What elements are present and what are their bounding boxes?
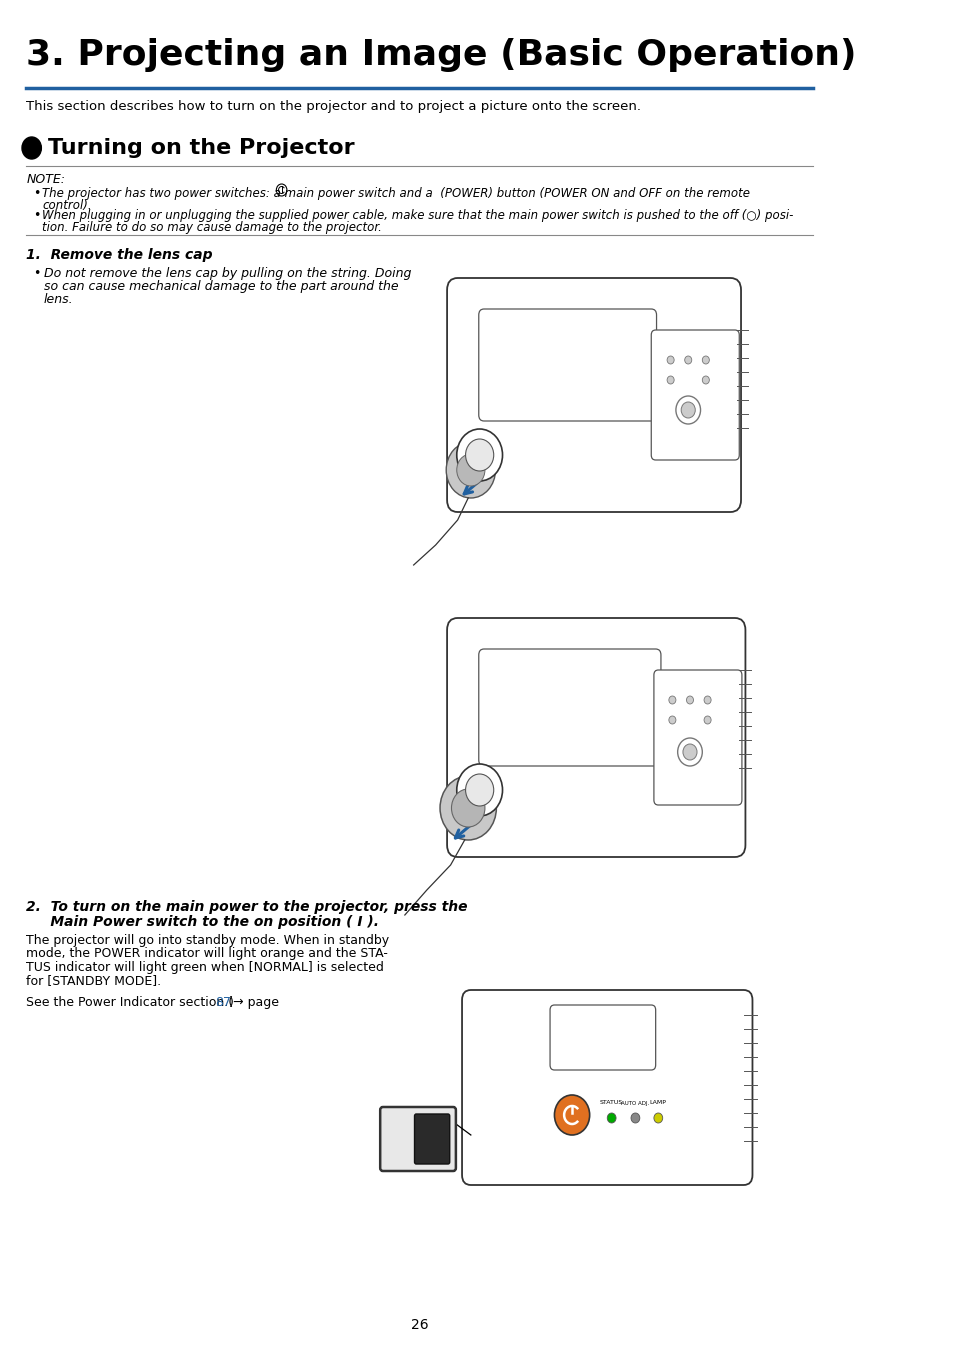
FancyBboxPatch shape	[447, 278, 740, 512]
Text: NOTE:: NOTE:	[27, 173, 66, 186]
Text: Main Power switch to the on position ( I ).: Main Power switch to the on position ( I…	[27, 915, 379, 929]
Text: 1: 1	[28, 142, 36, 155]
Circle shape	[653, 1113, 662, 1123]
Text: The projector will go into standby mode. When in standby: The projector will go into standby mode.…	[27, 934, 389, 948]
FancyBboxPatch shape	[380, 1107, 456, 1171]
Circle shape	[465, 774, 494, 806]
FancyBboxPatch shape	[461, 989, 752, 1185]
Circle shape	[675, 396, 700, 425]
Text: 2.  To turn on the main power to the projector, press the: 2. To turn on the main power to the proj…	[27, 900, 467, 914]
FancyBboxPatch shape	[447, 617, 744, 857]
Text: lens.: lens.	[44, 293, 73, 306]
Circle shape	[456, 454, 484, 487]
Circle shape	[456, 764, 502, 816]
Text: for [STANDBY MODE].: for [STANDBY MODE].	[27, 975, 161, 988]
Text: tion. Failure to do so may cause damage to the projector.: tion. Failure to do so may cause damage …	[42, 221, 382, 235]
FancyBboxPatch shape	[651, 330, 739, 460]
Circle shape	[456, 429, 502, 481]
FancyBboxPatch shape	[653, 670, 741, 805]
Text: AUTO ADJ.: AUTO ADJ.	[620, 1100, 649, 1105]
Text: Turning on the Projector: Turning on the Projector	[48, 137, 354, 158]
FancyBboxPatch shape	[550, 1006, 655, 1070]
Text: TUS indicator will light green when [NORMAL] is selected: TUS indicator will light green when [NOR…	[27, 961, 384, 975]
Text: ): )	[229, 996, 233, 1010]
Circle shape	[703, 696, 710, 704]
Text: 3. Projecting an Image (Basic Operation): 3. Projecting an Image (Basic Operation)	[27, 38, 856, 71]
Circle shape	[22, 137, 41, 159]
Text: STATUS: STATUS	[599, 1100, 622, 1105]
Text: 26: 26	[411, 1318, 428, 1332]
Circle shape	[701, 356, 709, 364]
Circle shape	[666, 356, 674, 364]
Circle shape	[446, 442, 495, 497]
Text: 87: 87	[214, 996, 231, 1010]
Circle shape	[439, 776, 496, 840]
Text: so can cause mechanical damage to the part around the: so can cause mechanical damage to the pa…	[44, 280, 398, 293]
Circle shape	[668, 696, 675, 704]
Circle shape	[701, 376, 709, 384]
Circle shape	[686, 696, 693, 704]
Text: •: •	[33, 187, 41, 200]
Text: Do not remove the lens cap by pulling on the string. Doing: Do not remove the lens cap by pulling on…	[44, 267, 411, 280]
Text: I: I	[432, 1130, 438, 1148]
Text: O: O	[393, 1130, 408, 1148]
Circle shape	[451, 789, 484, 828]
Circle shape	[682, 744, 697, 760]
Circle shape	[703, 716, 710, 724]
Text: See the Power Indicator section.(→ page: See the Power Indicator section.(→ page	[27, 996, 283, 1010]
Text: control).: control).	[42, 200, 91, 212]
Circle shape	[630, 1113, 639, 1123]
FancyBboxPatch shape	[415, 1113, 449, 1165]
Text: •: •	[33, 267, 41, 280]
Text: LAMP: LAMP	[649, 1100, 666, 1105]
Circle shape	[666, 376, 674, 384]
Text: 1.  Remove the lens cap: 1. Remove the lens cap	[27, 248, 213, 262]
Circle shape	[465, 439, 494, 470]
FancyBboxPatch shape	[478, 648, 660, 766]
FancyBboxPatch shape	[478, 309, 656, 421]
Circle shape	[677, 737, 701, 766]
Circle shape	[607, 1113, 616, 1123]
Text: mode, the POWER indicator will light orange and the STA-: mode, the POWER indicator will light ora…	[27, 948, 388, 961]
Circle shape	[684, 356, 691, 364]
Circle shape	[554, 1095, 589, 1135]
Text: •: •	[33, 209, 41, 222]
Text: This section describes how to turn on the projector and to project a picture ont: This section describes how to turn on th…	[27, 100, 640, 113]
Text: When plugging in or unplugging the supplied power cable, make sure that the main: When plugging in or unplugging the suppl…	[42, 209, 793, 222]
Text: The projector has two power switches: a main power switch and a  (POWER) button : The projector has two power switches: a …	[42, 187, 749, 200]
Circle shape	[668, 716, 675, 724]
Circle shape	[680, 402, 695, 418]
